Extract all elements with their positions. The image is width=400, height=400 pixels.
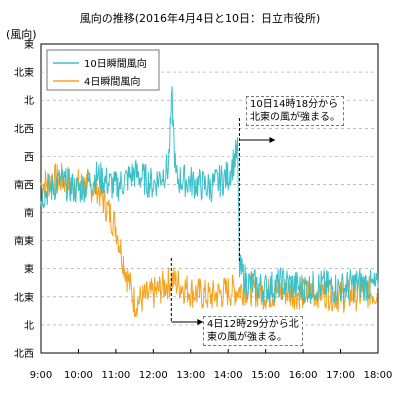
x-tick-label: 12:00 [139,370,168,381]
x-tick-label: 9:00 [30,370,52,381]
y-tick-label: 北東 [14,291,34,304]
legend-label-10: 10日瞬間風向 [84,57,147,70]
annotation-10th-line2: 北東の風が強まる。 [250,112,340,123]
x-tick-label: 15:00 [251,370,280,381]
y-tick-label: 北西 [14,348,34,360]
y-tick-label: 西 [24,152,34,163]
annotation-10th-line1: 10日14時18分から [250,99,339,110]
y-axis-label: (風向) [6,27,37,41]
y-tick-label: 北東 [14,66,34,79]
legend: 10日瞬間風向 4日瞬間風向 [46,49,160,91]
annotation-4th: 4日12時29分から北 東の風が強まる。 [203,316,303,346]
plot-frame [40,43,379,354]
annotation-10th-arrowhead [269,137,276,143]
series-layer [40,86,379,318]
x-tick-label: 18:00 [364,370,393,381]
x-tick-label: 10:00 [64,370,93,381]
x-tick-label: 16:00 [289,370,318,381]
chart-title: 風向の推移(2016年4月4日と10日：日立市役所) [80,11,321,25]
x-tick-label: 14:00 [214,370,243,381]
y-tick-label: 北 [24,95,34,107]
annotation-4th-line2: 東の風が強まる。 [207,332,287,343]
y-tick-label: 南東 [14,235,34,248]
y-tick-label: 南 [24,207,34,220]
series-line-0 [40,86,379,305]
annotation-lines [170,118,276,325]
legend-box [46,49,160,91]
annotation-10th: 10日14時18分から 北東の風が強まる。 [246,96,344,126]
legend-label-4: 4日瞬間風向 [84,75,140,88]
y-tick-label: 北 [24,320,34,332]
y-tick-label: 東 [24,38,34,51]
x-tick-label: 13:00 [176,370,205,381]
x-tick-label: 11:00 [101,370,130,381]
annotation-4th-arrowhead [197,319,204,325]
y-tick-label: 北西 [14,123,34,135]
x-tick-label: 17:00 [326,370,355,381]
annotation-4th-line1: 4日12時29分から北 [207,319,299,330]
y-tick-label: 南西 [14,178,34,191]
series-line-1 [40,162,379,318]
y-tick-label: 東 [24,263,34,276]
